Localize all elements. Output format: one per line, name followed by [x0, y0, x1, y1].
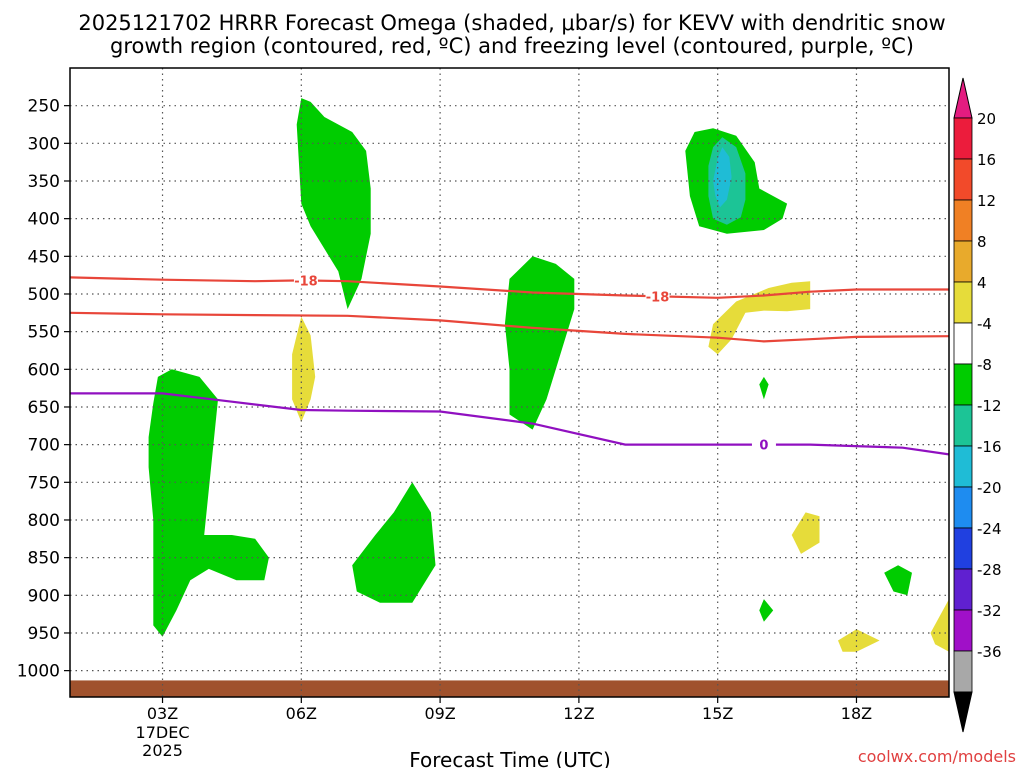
- dgz-label-06z-bg: [293, 272, 318, 289]
- colorbar-label-5: -4: [977, 315, 992, 333]
- colorbar-label-3: 8: [977, 233, 987, 251]
- dgz-label-14z: -18: [646, 290, 670, 305]
- colorbar-label-1: 16: [977, 151, 996, 169]
- colorbar-label-12: -32: [977, 602, 1002, 620]
- y-tick-label-500: 500: [28, 285, 60, 305]
- colorbar-swatch-3: [953, 240, 973, 283]
- colorbar-label-10: -24: [977, 520, 1002, 538]
- x-tick-label-09Z: 09Z: [424, 704, 455, 723]
- omega-green-11z: [504, 256, 575, 430]
- omega-green-06z: [296, 98, 371, 310]
- colorbar-swatch-11: [953, 568, 973, 611]
- y-tick-label-800: 800: [28, 511, 60, 531]
- x-tick-label-12Z: 12Z: [563, 704, 594, 723]
- freezing-label-16z: 0: [759, 439, 768, 454]
- ground-surface: [70, 680, 949, 697]
- colorbar-swatch-8: [953, 445, 973, 488]
- colorbar-swatch-5: [953, 322, 973, 365]
- y-tick-label-300: 300: [28, 134, 60, 154]
- colorbar-label-9: -20: [977, 479, 1002, 497]
- colorbar-label-2: 12: [977, 192, 996, 210]
- colorbar-bottom-triangle: [953, 691, 973, 733]
- plot-frame: [69, 67, 950, 698]
- omega-yellow-18z: [838, 629, 880, 652]
- freezing-level-contour: [70, 392, 950, 456]
- x-axis-ticks: 03Z 06Z 09Z 12Z 15Z 18Z: [147, 697, 872, 723]
- y-tick-label-700: 700: [28, 436, 60, 456]
- y-tick-label-350: 350: [28, 172, 60, 192]
- colorbar-label-11: -28: [977, 561, 1002, 579]
- omega-yellow-16z: [708, 281, 811, 355]
- y-axis-ticks: 250 300 350 400 450 500 550 600 650 700 750 800 850 9…: [17, 97, 70, 682]
- y-tick-label-600: 600: [28, 360, 60, 380]
- date-label-day: 17DEC: [136, 723, 190, 742]
- contour-lines: -18 -18 0: [69, 272, 950, 456]
- omega-green-08z: [352, 482, 436, 603]
- y-tick-label-950: 950: [28, 624, 60, 644]
- omega-green-16z-low: [759, 599, 774, 622]
- y-tick-label-850: 850: [28, 549, 60, 569]
- date-label-year: 2025: [142, 741, 183, 760]
- colorbar-swatch-13: [953, 650, 973, 693]
- x-tick-label-03Z: 03Z: [147, 704, 178, 723]
- dgz-lower-contour: [69, 311, 950, 343]
- colorbar-swatch-1: [953, 158, 973, 201]
- freezing-label-16z-bg: [751, 436, 776, 453]
- omega-yellow-17z: [791, 512, 820, 554]
- omega-yellow-06z: [292, 316, 316, 422]
- y-tick-label-400: 400: [28, 210, 60, 230]
- colorbar-label-4: 4: [977, 274, 987, 292]
- x-axis-label: Forecast Time (UTC): [409, 748, 611, 768]
- y-tick-label-900: 900: [28, 586, 60, 606]
- y-tick-label-250: 250: [28, 97, 60, 117]
- chart-title-line2: growth region (contoured, red, ºC) and f…: [110, 34, 914, 58]
- colorbar-swatch-12: [953, 609, 973, 652]
- omega-yellow-20z: [930, 599, 949, 652]
- credit-text: coolwx.com/models: [858, 747, 1016, 766]
- colorbar-label-13: -36: [977, 643, 1002, 661]
- dgz-label-14z-bg: [645, 288, 670, 305]
- dgz-upper-contour: [69, 276, 949, 299]
- colorbar-swatch-10: [953, 527, 973, 570]
- chart-title-line1: 2025121702 HRRR Forecast Omega (shaded, …: [78, 11, 945, 35]
- omega-green-19z: [884, 565, 912, 596]
- x-tick-label-06Z: 06Z: [286, 704, 317, 723]
- dgz-label-06z: -18: [294, 275, 318, 290]
- colorbar-swatch-2: [953, 199, 973, 242]
- x-tick-label-18Z: 18Z: [841, 704, 872, 723]
- y-tick-label-1000: 1000: [17, 662, 60, 682]
- colorbar-swatch-7: [953, 404, 973, 447]
- colorbar-swatch-9: [953, 486, 973, 529]
- x-tick-label-15Z: 15Z: [702, 704, 733, 723]
- omega-green-03z: [148, 369, 269, 637]
- y-tick-label-550: 550: [28, 323, 60, 343]
- colorbar-label-6: -8: [977, 356, 992, 374]
- ground-fill: [70, 680, 949, 697]
- colorbar-swatch-0: [953, 117, 973, 160]
- colorbar-label-7: -12: [977, 397, 1002, 415]
- colorbar-top-triangle: [953, 77, 973, 119]
- colorbar-label-0: 20: [977, 110, 996, 128]
- omega-green-16z-small: [759, 376, 769, 400]
- y-tick-label-750: 750: [28, 473, 60, 493]
- colorbar-swatch-6: [953, 363, 973, 406]
- colorbar-swatch-4: [953, 281, 973, 324]
- colorbar: 20 16 12 8 4 -4 -8 -12 -16 -20 -24 -28 -32 -36: [953, 77, 1002, 733]
- y-tick-label-650: 650: [28, 398, 60, 418]
- colorbar-label-8: -16: [977, 438, 1002, 456]
- y-tick-label-450: 450: [28, 247, 60, 267]
